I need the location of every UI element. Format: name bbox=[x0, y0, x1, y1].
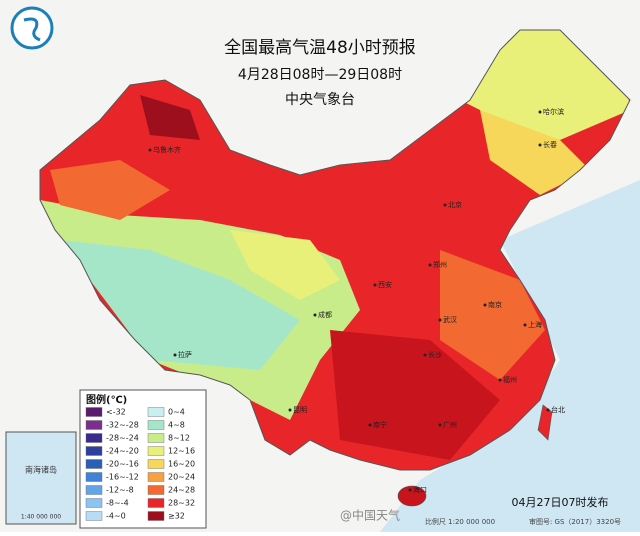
legend-swatch bbox=[147, 511, 165, 521]
legend-swatch bbox=[85, 511, 103, 521]
legend-swatch bbox=[85, 459, 103, 469]
city-label: 成都 bbox=[318, 310, 332, 319]
logo bbox=[10, 6, 54, 50]
city-dot bbox=[498, 378, 502, 382]
city-dot bbox=[443, 203, 447, 207]
region bbox=[330, 330, 500, 460]
title: 全国最高气温48小时预报 bbox=[224, 38, 416, 58]
legend-label: -28~-24 bbox=[106, 434, 139, 443]
city-dot bbox=[483, 303, 487, 307]
inset-scale: 1:40 000 000 bbox=[21, 514, 61, 521]
city-dot bbox=[546, 408, 550, 412]
city-dot bbox=[373, 283, 377, 287]
border bbox=[39, 29, 631, 471]
legend-swatch bbox=[147, 407, 165, 417]
legend-swatch bbox=[147, 459, 165, 469]
legend-swatch bbox=[147, 472, 165, 482]
legend-swatch bbox=[85, 485, 103, 495]
city-label: 乌鲁木齐 bbox=[153, 145, 181, 154]
city-dot bbox=[408, 488, 412, 492]
city-dot bbox=[313, 313, 317, 317]
city-label: 西安 bbox=[378, 280, 392, 289]
legend-swatch bbox=[147, 433, 165, 443]
city-label: 昆明 bbox=[293, 406, 307, 414]
legend-swatch bbox=[147, 498, 165, 508]
city-label: 武汉 bbox=[443, 315, 457, 324]
legend-label: <-32 bbox=[106, 408, 126, 417]
city-dot bbox=[438, 423, 442, 427]
city-dot bbox=[438, 318, 442, 322]
region bbox=[60, 240, 300, 370]
city-label: 台北 bbox=[551, 405, 565, 414]
region bbox=[140, 95, 200, 140]
city-label: 福州 bbox=[503, 375, 517, 384]
legend-title: 图例(℃) bbox=[86, 393, 127, 406]
watermark: @中国天气 bbox=[340, 508, 400, 523]
region bbox=[50, 160, 170, 220]
city-dot bbox=[288, 408, 292, 412]
legend-label: 20~24 bbox=[168, 473, 195, 482]
city-dot bbox=[423, 353, 427, 357]
city-label: 广州 bbox=[443, 420, 457, 429]
legend-label: ≥32 bbox=[168, 512, 185, 521]
legend-label: -32~-28 bbox=[106, 421, 139, 430]
legend-swatch bbox=[85, 446, 103, 456]
legend-swatch bbox=[147, 446, 165, 456]
city-label: 南宁 bbox=[373, 420, 387, 429]
logo-mark bbox=[23, 17, 41, 42]
legend-swatch bbox=[147, 420, 165, 430]
inset-label: 南海诸岛 bbox=[25, 465, 57, 475]
legend-label: -16~-12 bbox=[106, 473, 139, 482]
legend-swatch bbox=[85, 420, 103, 430]
city-dot bbox=[368, 423, 372, 427]
city-label: 海口 bbox=[413, 485, 427, 494]
city-label: 北京 bbox=[448, 200, 462, 209]
city-label: 长春 bbox=[543, 140, 557, 149]
legend-swatch bbox=[85, 498, 103, 508]
city-label: 长沙 bbox=[428, 350, 442, 359]
scale: 比例尺 1:20 000 000 bbox=[425, 517, 495, 526]
region bbox=[440, 250, 545, 380]
legend-swatch bbox=[147, 485, 165, 495]
legend-label: -4~0 bbox=[106, 512, 126, 521]
city-label: 上海 bbox=[528, 320, 542, 329]
publisher: 中央气象台 bbox=[285, 92, 355, 108]
legend-label: -20~-16 bbox=[106, 460, 139, 469]
legend-label: 16~20 bbox=[168, 460, 195, 469]
sea bbox=[380, 180, 640, 532]
hainan bbox=[397, 485, 427, 507]
city-dot bbox=[428, 263, 432, 267]
legend-swatch bbox=[85, 472, 103, 482]
legend-label: -12~-8 bbox=[106, 486, 134, 495]
inset bbox=[5, 431, 77, 525]
map-number: 审图号: GS（2017）3320号 bbox=[529, 517, 621, 526]
legend-label: 28~32 bbox=[168, 499, 195, 508]
city-dot bbox=[148, 148, 152, 152]
subtitle: 4月28日08时—29日08时 bbox=[238, 67, 402, 83]
city-dot bbox=[538, 143, 542, 147]
city-label: 拉萨 bbox=[178, 350, 192, 359]
city-dot bbox=[523, 323, 527, 327]
legend-swatch bbox=[85, 433, 103, 443]
city-dot bbox=[538, 110, 542, 114]
legend: <-32 -32~-28 -28~-24 -24~-20 -20~-16 -16~-12 -… bbox=[85, 407, 195, 521]
legend-label: 24~28 bbox=[168, 486, 195, 495]
city-label: 郑州 bbox=[433, 261, 447, 269]
region bbox=[480, 110, 590, 195]
legend-label: 0~4 bbox=[168, 408, 185, 417]
city-dot bbox=[173, 353, 177, 357]
legend-label: -8~-4 bbox=[106, 499, 129, 508]
legend-label: 12~16 bbox=[168, 447, 195, 456]
legend-label: -24~-20 bbox=[106, 447, 139, 456]
legend-swatch bbox=[85, 407, 103, 417]
city-label: 哈尔滨 bbox=[543, 107, 564, 116]
region bbox=[230, 230, 340, 300]
city-label: 南京 bbox=[488, 300, 502, 309]
publish-time: 04月27日07时发布 bbox=[512, 495, 609, 509]
legend-label: 4~8 bbox=[168, 421, 185, 430]
legend-label: 8~12 bbox=[168, 434, 190, 443]
